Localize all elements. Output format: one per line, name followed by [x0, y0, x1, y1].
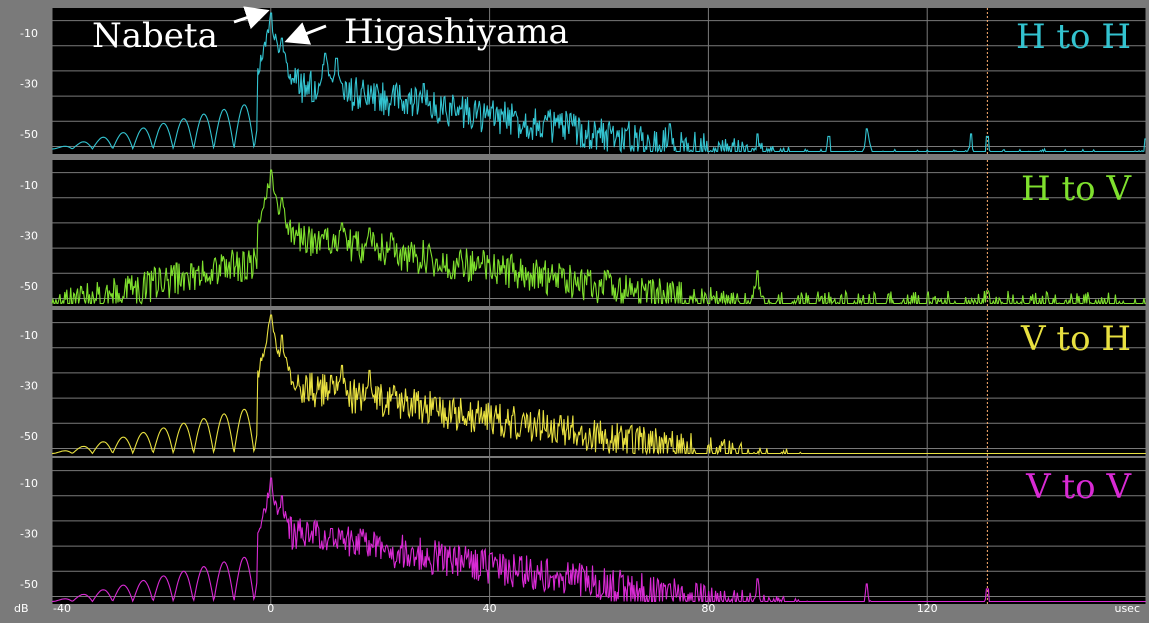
x-tick-label: 80 [701, 602, 715, 615]
series-line-h-to-h [51, 12, 1146, 154]
x-tick-label: -40 [53, 602, 71, 615]
series-label: V to H [1020, 319, 1131, 359]
x-unit-label: usec [1114, 602, 1140, 615]
panel-background [52, 310, 1146, 456]
y-unit-label: dB [14, 602, 29, 615]
x-tick-label: 0 [267, 602, 274, 615]
panel-background [52, 458, 1146, 604]
y-tick-label: -10 [20, 477, 38, 490]
y-tick-label: -10 [20, 27, 38, 40]
annotation-nabeta: Nabeta [92, 16, 218, 56]
y-tick-label: -50 [20, 430, 38, 443]
y-tick-label: -10 [20, 179, 38, 192]
y-tick-label: -30 [20, 528, 38, 541]
series-line-h-to-v [51, 169, 1146, 306]
annotation-higashiyama: Higashiyama [344, 12, 569, 52]
y-tick-label: -50 [20, 280, 38, 293]
series-label: V to V [1025, 467, 1132, 507]
panel-0: -10 -30 -50 H to H [20, 8, 1147, 154]
series-label: H to V [1021, 169, 1132, 209]
annotation-arrow-left [233, 6, 270, 30]
panel-1: -10 -30 -50 H to V [20, 160, 1147, 306]
y-tick-label: -50 [20, 578, 38, 591]
series-label: H to H [1016, 17, 1131, 57]
series-line-v-to-h [51, 314, 1146, 456]
x-tick-label: 120 [917, 602, 938, 615]
y-tick-label: -10 [20, 329, 38, 342]
panel-3: -10 -30 -50 V to V [20, 458, 1147, 604]
y-tick-label: -30 [20, 78, 38, 91]
y-tick-label: -50 [20, 128, 38, 141]
y-tick-label: -30 [20, 380, 38, 393]
series-line-v-to-v [51, 477, 1146, 604]
panel-2: -10 -30 -50 V to H [20, 310, 1147, 456]
y-tick-label: -30 [20, 230, 38, 243]
annotation-arrow-right [284, 22, 327, 45]
x-tick-label: 40 [483, 602, 497, 615]
